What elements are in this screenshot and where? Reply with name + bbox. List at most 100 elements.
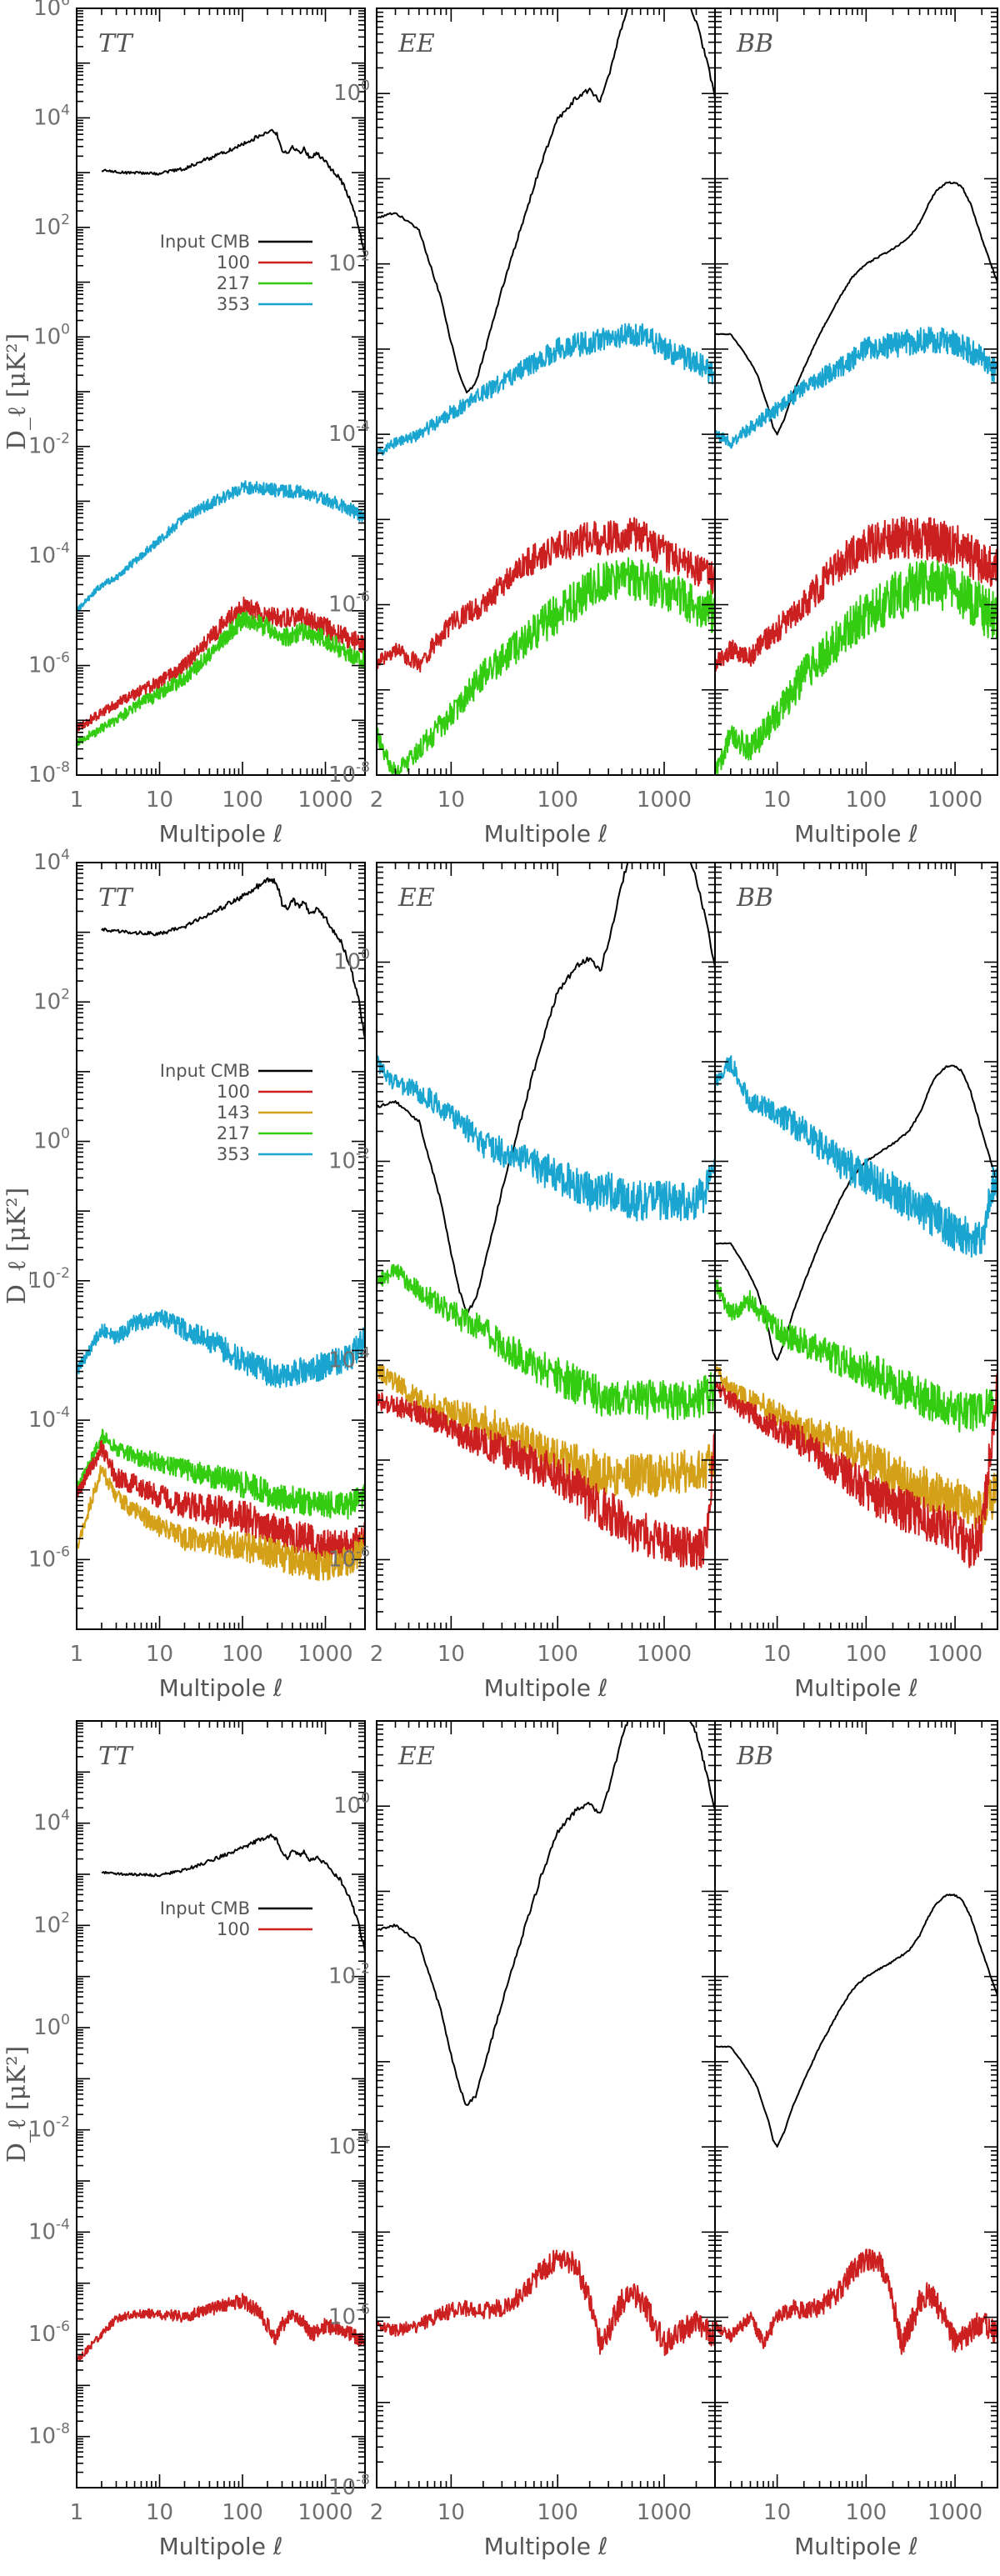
panel-top-TT: 1 10 100 1000 Multipole ℓ 10-8 10-6 10-4 10-2 100… [28, 0, 366, 848]
y-tick-label: 102 [33, 1909, 70, 1938]
series-top-BB-353 [715, 326, 998, 449]
series-bottom-TT-input-cmb [101, 1833, 365, 1953]
x-tick-label: 100 [537, 2500, 578, 2525]
y-tick-label: 102 [33, 986, 70, 1014]
x-tick-label: 10 [438, 1642, 465, 1667]
y-tick-label: 100 [33, 321, 70, 349]
y-tick-label: 106 [33, 0, 70, 21]
y-tick-label: 10-6 [28, 1543, 70, 1572]
x-axis-label: Multipole ℓ [159, 1674, 283, 1702]
y-tick-label: 10-4 [28, 1404, 70, 1433]
x-axis-label: Multipole ℓ [484, 1674, 608, 1702]
legend-label: 100 [217, 1919, 250, 1939]
panel-top-BB: 10 100 1000 Multipole ℓ BB [714, 8, 998, 848]
series-top-EE-217 [377, 557, 715, 775]
x-axis-label: Multipole ℓ [484, 2533, 608, 2560]
panel-title: BB [736, 883, 773, 913]
y-tick-label: 104 [33, 1808, 70, 1836]
panel-bottom-BB: 10 100 1000 Multipole ℓ BB [714, 1720, 998, 2560]
series-middle-TT-100 [77, 1439, 365, 1565]
x-tick-label: 2 [370, 2500, 384, 2525]
plot-frame [76, 8, 366, 776]
legend-label: 100 [217, 253, 250, 273]
y-tick-label: 10-6 [328, 2302, 370, 2330]
x-tick-label: 2 [370, 1642, 384, 1667]
plot-frame [714, 862, 998, 1630]
x-tick-label: 100 [846, 2500, 888, 2525]
legend-label: 217 [217, 1123, 250, 1143]
y-tick-label: 100 [333, 1790, 370, 1818]
x-tick-label: 1000 [298, 1642, 352, 1667]
y-tick-label: 10-8 [328, 759, 370, 788]
y-tick-label: 10-2 [28, 1265, 70, 1293]
series-middle-BB-353 [715, 1055, 998, 1258]
y-tick-label: 10-4 [328, 1344, 370, 1373]
legend-label: 100 [217, 1082, 250, 1102]
series-top-BB-input-cmb [715, 181, 998, 436]
series-middle-BB-100 [715, 1373, 998, 1568]
x-tick-label: 2 [370, 788, 384, 813]
series-middle-EE-353 [377, 1055, 715, 1222]
series-top-BB-217 [715, 560, 998, 775]
panel-middle-BB: 10 100 1000 Multipole ℓ BB [714, 862, 998, 1702]
panel-bottom-TT: 1 10 100 1000 Multipole ℓ 10-8 10-6 10-4 10-2 100… [28, 1720, 366, 2560]
y-tick-label: 100 [333, 946, 370, 974]
panel-title: TT [98, 883, 134, 913]
figure-row-bottom: 1 10 100 1000 Multipole ℓ 10-8 10-6 10-4 10-2 100… [2, 1720, 998, 2560]
x-tick-label: 1000 [928, 1642, 982, 1667]
series-top-TT-100 [77, 596, 365, 733]
x-tick-label: 10 [763, 1642, 791, 1667]
series-middle-EE-input-cmb [377, 863, 715, 1315]
x-axis-label: Multipole ℓ [484, 820, 608, 848]
x-axis-label: Multipole ℓ [794, 820, 918, 848]
series-bottom-TT-100 [77, 2293, 365, 2363]
x-axis-label: Multipole ℓ [159, 2533, 283, 2560]
x-axis-label: Multipole ℓ [794, 2533, 918, 2560]
series-middle-TT-353 [77, 1309, 365, 1388]
x-axis-label: Multipole ℓ [794, 1674, 918, 1702]
plot-frame [76, 1720, 366, 2488]
plot-frame [376, 862, 716, 1630]
x-tick-label: 100 [222, 1642, 263, 1667]
series-top-TT-input-cmb [102, 128, 365, 257]
series-middle-EE-100 [377, 1392, 715, 1570]
plot-frame [714, 1720, 998, 2488]
x-tick-label: 1000 [928, 788, 982, 813]
y-tick-label: 10-8 [28, 759, 70, 788]
legend-label: Input CMB [160, 232, 250, 252]
legend-label: Input CMB [160, 1898, 250, 1918]
series-bottom-EE-100 [377, 2249, 715, 2357]
panel-bottom-EE: 2 10 100 1000 Multipole ℓ 10-8 10-6 10-4 10-2 100… [328, 1720, 716, 2560]
y-tick-label: 100 [33, 1126, 70, 1154]
x-tick-label: 1000 [637, 2500, 692, 2525]
x-tick-label: 100 [222, 788, 263, 813]
series-middle-BB-217 [715, 1279, 998, 1433]
x-tick-label: 1000 [637, 788, 692, 813]
x-axis-label: Multipole ℓ [159, 820, 283, 848]
y-tick-label: 10-6 [28, 2318, 70, 2347]
y-tick-label: 10-4 [28, 2216, 70, 2244]
y-tick-label: 10-8 [28, 2421, 70, 2449]
y-tick-label: 10-4 [328, 418, 370, 447]
y-tick-label: 10-2 [28, 2114, 70, 2143]
x-tick-label: 10 [438, 788, 465, 813]
x-tick-label: 1000 [928, 2500, 982, 2525]
x-tick-label: 1000 [298, 2500, 352, 2525]
y-tick-label: 10-2 [328, 1145, 370, 1173]
legend-label: 353 [217, 1144, 250, 1164]
series-bottom-BB-input-cmb [715, 1893, 998, 2148]
legend-label: Input CMB [160, 1061, 250, 1081]
series-bottom-EE-input-cmb [377, 1721, 715, 2106]
x-tick-label: 10 [146, 788, 173, 813]
series-top-BB-100 [715, 516, 998, 673]
panel-title: EE [398, 29, 435, 58]
x-tick-label: 10 [146, 2500, 173, 2525]
panel-top-EE: 2 10 100 1000 Multipole ℓ 10-8 10-6 10-4 10-2 100… [328, 8, 716, 848]
y-tick-label: 100 [33, 2012, 70, 2040]
y-tick-label: 10-2 [28, 431, 70, 459]
plot-frame [714, 8, 998, 776]
